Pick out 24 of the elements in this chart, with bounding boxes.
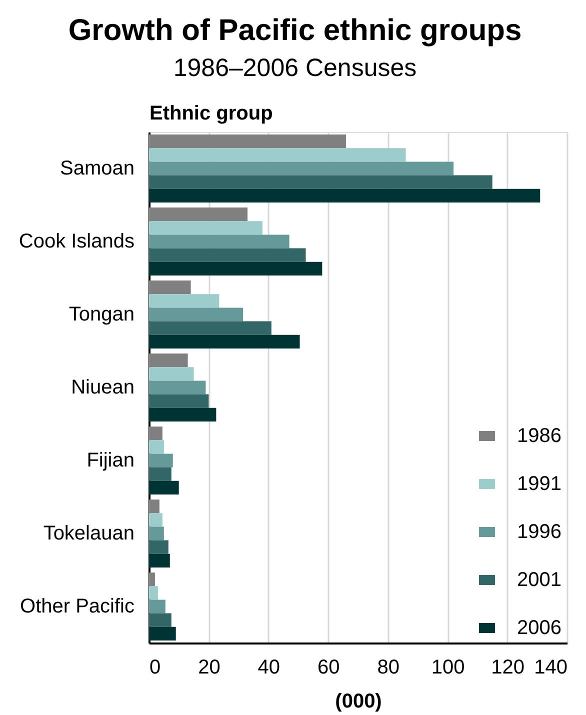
legend-label: 1986 — [517, 425, 562, 447]
y-axis-title: Ethnic group — [150, 102, 273, 124]
x-tick-label: 140 — [534, 656, 568, 678]
x-tick-label: 60 — [318, 656, 340, 678]
y-tick-label: Cook Islands — [18, 230, 134, 252]
x-tick-label: 0 — [150, 656, 161, 678]
x-tick-label: 20 — [198, 656, 220, 678]
legend-label: 2006 — [517, 617, 562, 639]
x-tick-label: 100 — [431, 656, 465, 678]
legend-label: 2001 — [517, 569, 562, 591]
legend-label: 1996 — [517, 521, 562, 543]
y-tick-label: Niuean — [71, 376, 134, 398]
x-tick-label: 40 — [258, 656, 280, 678]
y-tick-label: Tongan — [68, 304, 134, 326]
x-axis-title: (000) — [335, 690, 382, 712]
chart-subtitle: 1986–2006 Censuses — [173, 54, 417, 82]
y-tick-label: Tokelauan — [43, 522, 134, 544]
x-tick-label: 120 — [491, 656, 524, 678]
y-tick-label: Samoan — [60, 158, 134, 180]
y-tick-label: Other Pacific — [20, 596, 134, 618]
y-tick-label: Fijian — [86, 450, 134, 472]
x-tick-label: 80 — [377, 656, 400, 678]
chart-title: Growth of Pacific ethnic groups — [68, 14, 522, 47]
legend-label: 1991 — [517, 473, 562, 495]
